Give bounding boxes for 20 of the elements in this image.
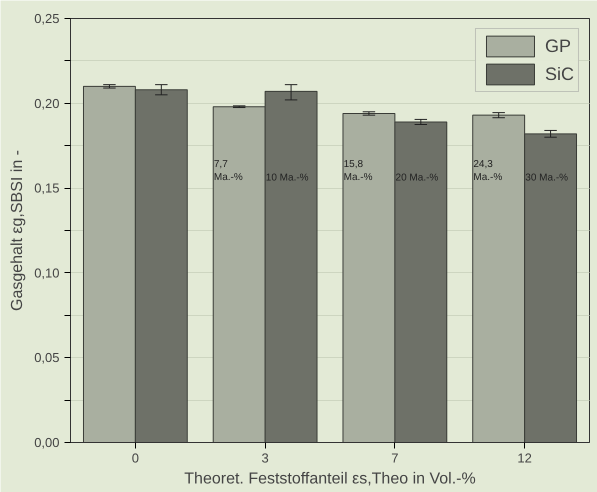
annotation: 24,3 Ma.-%: [473, 159, 502, 184]
annotation: 10 Ma.-%: [266, 172, 309, 184]
y-tick-label: 0,00: [34, 435, 60, 450]
y-tick-label: 0,05: [34, 350, 60, 366]
y-tick-label: 0,10: [34, 265, 60, 280]
y-tick-label: 0,20: [34, 96, 60, 111]
legend-label: SiC: [544, 64, 574, 84]
annotation: 7,7 Ma.-%: [214, 159, 243, 184]
y-tick-label: 0,15: [34, 180, 60, 196]
annotation: 20 Ma.-%: [396, 172, 438, 184]
x-tick-label: 3: [262, 450, 269, 466]
y-axis-title: Gasgehalt εg,SBSI in -: [9, 150, 26, 311]
y-tick-label: 0,25: [34, 11, 60, 26]
x-axis-title: Theoret. Feststoffanteil εs,Theo in Vol.-%: [184, 470, 476, 488]
annotation: 30 Ma.-%: [525, 172, 568, 184]
x-tick-label: 12: [517, 450, 532, 466]
annotation: 15,8 Ma.-%: [344, 159, 373, 184]
x-tick-label: 0: [132, 450, 139, 466]
x-tick-label: 7: [391, 450, 398, 466]
legend-label: GP: [544, 36, 571, 56]
